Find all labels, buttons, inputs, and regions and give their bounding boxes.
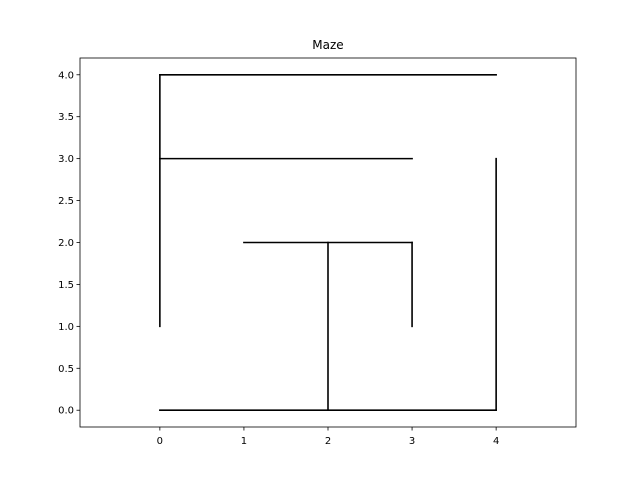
maze-walls [159,73,497,412]
y-tick-label: 1.5 [58,280,74,291]
axes-frame [79,57,577,428]
y-tick-label: 0.5 [58,364,74,375]
x-tick-label: 1 [241,436,247,447]
y-tick-label: 0.0 [58,406,74,417]
x-tick-label: 4 [493,436,499,447]
y-tick-label: 1.0 [58,322,74,333]
y-tick-label: 3.5 [58,112,74,123]
y-tick-label: 2.0 [58,238,74,249]
x-tick-label: 2 [325,436,331,447]
x-tick-label: 0 [157,436,163,447]
axis-ticks: 0 1 2 3 4 0.0 0.5 1.0 1.5 2.0 2.5 3.0 3.5 4.0 [58,70,499,447]
y-tick-label: 2.5 [58,196,74,207]
y-tick-label: 3.0 [58,154,74,165]
x-tick-label: 3 [409,436,415,447]
y-tick-label: 4.0 [58,70,74,81]
chart-title: Maze [312,38,343,52]
